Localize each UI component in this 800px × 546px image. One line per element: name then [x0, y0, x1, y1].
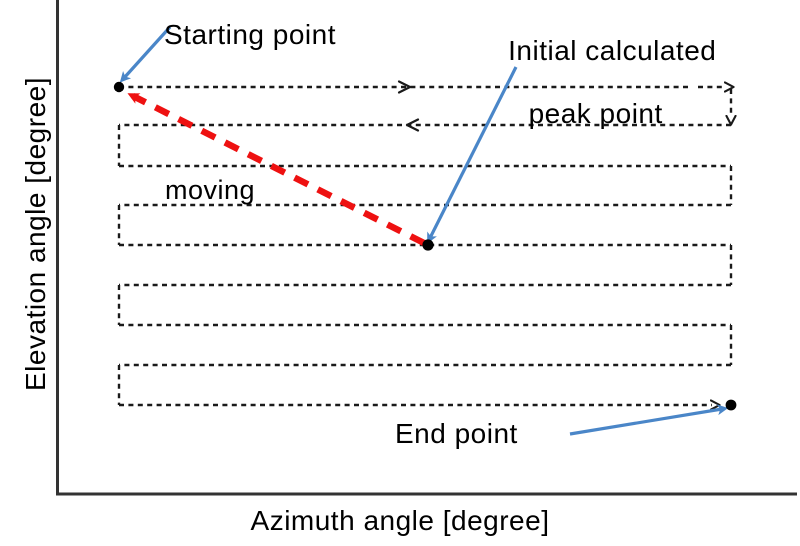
marker-peak-point — [422, 239, 434, 251]
scan-row-1-midarrow — [397, 80, 412, 94]
label-initial-peak-line1: Initial calculated — [508, 35, 717, 67]
scan-path-group — [117, 80, 731, 406]
y-axis-label: Elevation angle [degree] — [20, 77, 52, 391]
y-axis-label-wrapper: Elevation angle [degree] — [16, 0, 56, 484]
label-starting-point: Starting point — [164, 19, 336, 50]
label-end-point: End point — [395, 418, 518, 449]
leader-arrow-starting-point — [119, 25, 172, 83]
label-initial-peak-line2: peak point — [528, 98, 663, 130]
moving-return-arrow — [127, 93, 426, 246]
marker-end-point — [725, 399, 737, 411]
marker-starting-point — [113, 81, 125, 93]
leader-arrow-end-point — [569, 404, 729, 436]
x-axis-label: Azimuth angle [degree] — [250, 505, 550, 536]
leader-arrow-peak-point — [427, 66, 518, 244]
label-initial-calculated-peak-point: Initial calculated peak point — [475, 4, 716, 192]
scan-row-2-midarrow — [405, 118, 420, 132]
axis-lines — [56, 0, 797, 496]
label-moving: moving — [165, 175, 256, 205]
